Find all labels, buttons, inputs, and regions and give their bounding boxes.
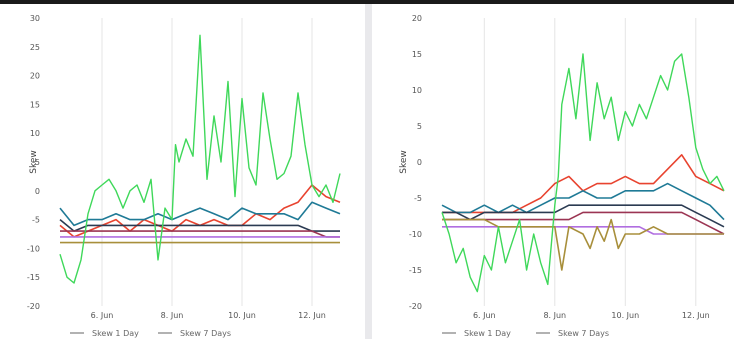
x-tick-label: 12. Jun (682, 311, 710, 320)
x-tick-label: 6. Jun (473, 311, 496, 320)
chart-panel-left: 6. Jun 8. Jun 10. Jun 12. Jun -20 -15 -10 -5 0 5 1… (0, 4, 365, 339)
y-axis-label: Skew (29, 150, 39, 174)
y-tick-label: -5 (32, 216, 40, 225)
series-line-2 (59, 201, 341, 227)
y-tick-label: 15 (412, 50, 422, 59)
legend-item: Skew 7 Days (558, 329, 609, 338)
top-divider (0, 0, 734, 4)
y-tick-label: -5 (414, 194, 422, 203)
y-tick-label: 20 (412, 14, 422, 23)
x-tick-label: 10. Jun (611, 311, 639, 320)
y-tick-label: 10 (30, 129, 40, 138)
skew-chart-left: 6. Jun 8. Jun 10. Jun 12. Jun -20 -15 -10 -5 0 5 1… (27, 14, 341, 338)
y-tick-label: 20 (30, 72, 40, 81)
legend-item: Skew 1 Day (464, 329, 511, 338)
y-tick-label: -10 (27, 244, 40, 253)
x-tick-label: 12. Jun (298, 311, 326, 320)
y-tick-label: 0 (417, 158, 422, 167)
y-tick-label: 10 (412, 86, 422, 95)
series-line-0 (441, 53, 725, 293)
y-tick-label: -10 (409, 230, 422, 239)
series-line-4 (60, 230, 340, 238)
y-tick-label: -20 (409, 302, 422, 311)
series-line-2 (441, 182, 725, 221)
y-tick-label: -15 (409, 266, 422, 275)
series-line-0 (59, 34, 341, 284)
y-tick-label: -15 (27, 273, 40, 282)
y-tick-label: 15 (30, 100, 40, 109)
y-tick-label: 30 (30, 14, 40, 23)
x-tick-label: 8. Jun (161, 311, 184, 320)
y-tick-label: 25 (30, 43, 40, 52)
x-tick-label: 10. Jun (228, 311, 256, 320)
y-tick-label: 0 (35, 187, 40, 196)
y-tick-label: -20 (27, 302, 40, 311)
skew-chart-right: 6. Jun 8. Jun 10. Jun 12. Jun -20 -15 -10 -5 0 5 1… (399, 14, 725, 338)
legend-item: Skew 7 Days (180, 329, 231, 338)
chart-panel-right: 6. Jun 8. Jun 10. Jun 12. Jun -20 -15 -10 -5 0 5 1… (372, 4, 734, 339)
legend-item: Skew 1 Day (92, 329, 139, 338)
y-tick-label: 5 (417, 122, 422, 131)
series-line-3 (442, 204, 725, 228)
y-axis-label: Skew (399, 150, 409, 174)
x-tick-label: 8. Jun (543, 311, 566, 320)
y-tick-label: 5 (35, 158, 40, 167)
series-line-3 (59, 218, 340, 232)
series-line-4 (442, 211, 725, 235)
x-tick-label: 6. Jun (91, 311, 114, 320)
